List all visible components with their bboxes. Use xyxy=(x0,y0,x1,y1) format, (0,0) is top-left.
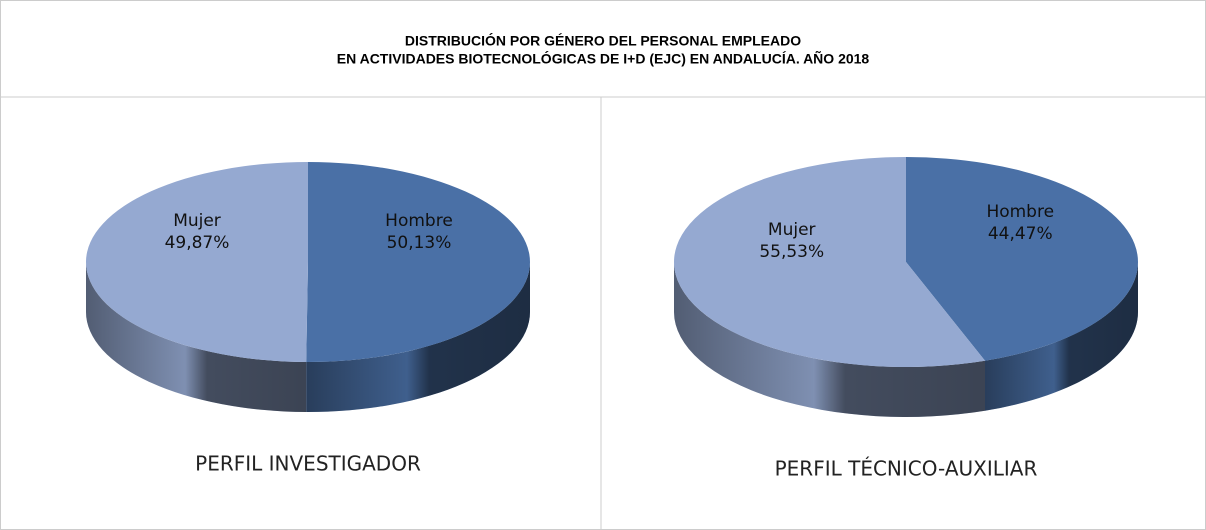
slice-label: Mujer xyxy=(173,211,221,231)
chart-subtitle: PERFIL INVESTIGADOR xyxy=(195,452,421,476)
slice-label: Mujer xyxy=(768,220,816,240)
side-shade xyxy=(674,262,985,417)
value-label: 49,87% xyxy=(165,233,230,253)
value-label: 50,13% xyxy=(387,233,452,253)
side-shade xyxy=(984,262,1138,411)
value-label: 55,53% xyxy=(759,242,824,262)
slice-label: Hombre xyxy=(986,202,1054,222)
side-shade xyxy=(86,262,307,412)
chart-subtitle: PERFIL TÉCNICO-AUXILIAR xyxy=(775,457,1038,481)
slice xyxy=(306,162,530,362)
slice xyxy=(674,157,985,367)
side-shade xyxy=(306,262,530,412)
slice-label: Hombre xyxy=(385,211,453,231)
slice xyxy=(85,162,308,362)
slice xyxy=(906,157,1138,361)
chart-title: DISTRIBUCIÓN POR GÉNERO DEL PERSONAL EMP… xyxy=(405,32,801,49)
value-label: 44,47% xyxy=(988,224,1053,244)
chart-title: EN ACTIVIDADES BIOTECNOLÓGICAS DE I+D (E… xyxy=(337,50,870,67)
